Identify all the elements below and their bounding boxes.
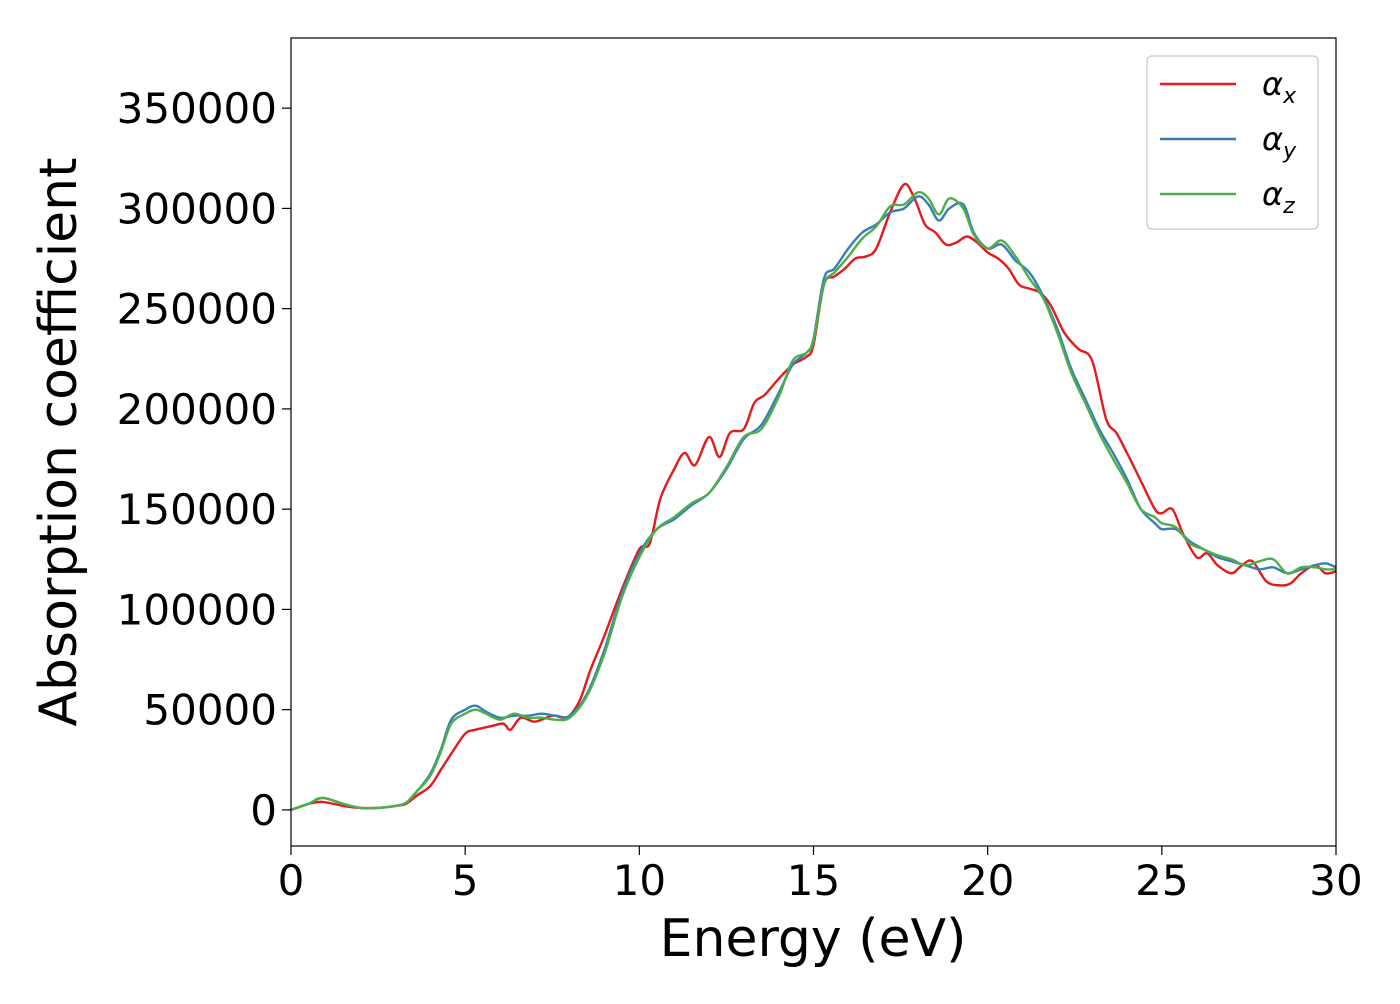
y-tick-label: 0 [250, 786, 277, 835]
x-tick-label: 0 [278, 856, 305, 905]
x-axis-ticks: 0 5 10 15 20 25 30 [278, 846, 1363, 905]
y-axis-label: Absorption coefficient [29, 157, 89, 726]
x-tick-label: 15 [787, 856, 840, 905]
plot-lines [290, 182, 1337, 812]
x-tick-label: 30 [1309, 856, 1362, 905]
legend-label-y: αy [1262, 120, 1297, 164]
legend-label-z: αz [1262, 175, 1295, 219]
y-tick-label: 350000 [117, 84, 277, 133]
y-tick-label: 200000 [117, 385, 277, 434]
x-tick-label: 5 [452, 856, 479, 905]
series-line-z [290, 191, 1337, 812]
legend: αx αy αz [1146, 55, 1319, 230]
y-tick-label: 100000 [117, 585, 277, 634]
x-tick-label: 20 [961, 856, 1014, 905]
legend-box [1146, 55, 1319, 230]
y-tick-label: 50000 [143, 686, 277, 735]
y-tick-label: 300000 [117, 184, 277, 233]
x-axis-label: Energy (eV) [660, 909, 967, 969]
x-tick-label: 25 [1135, 856, 1188, 905]
legend-entries: αx αy αz [1160, 65, 1297, 219]
y-axis-ticks: 0 50000 100000 150000 200000 250000 300000 3500… [117, 84, 291, 835]
x-tick-label: 10 [613, 856, 666, 905]
series-line-x [290, 182, 1337, 812]
series-line-y [290, 195, 1337, 812]
y-tick-label: 250000 [117, 285, 277, 334]
legend-label-x: αx [1262, 65, 1297, 109]
y-tick-label: 150000 [117, 485, 277, 534]
